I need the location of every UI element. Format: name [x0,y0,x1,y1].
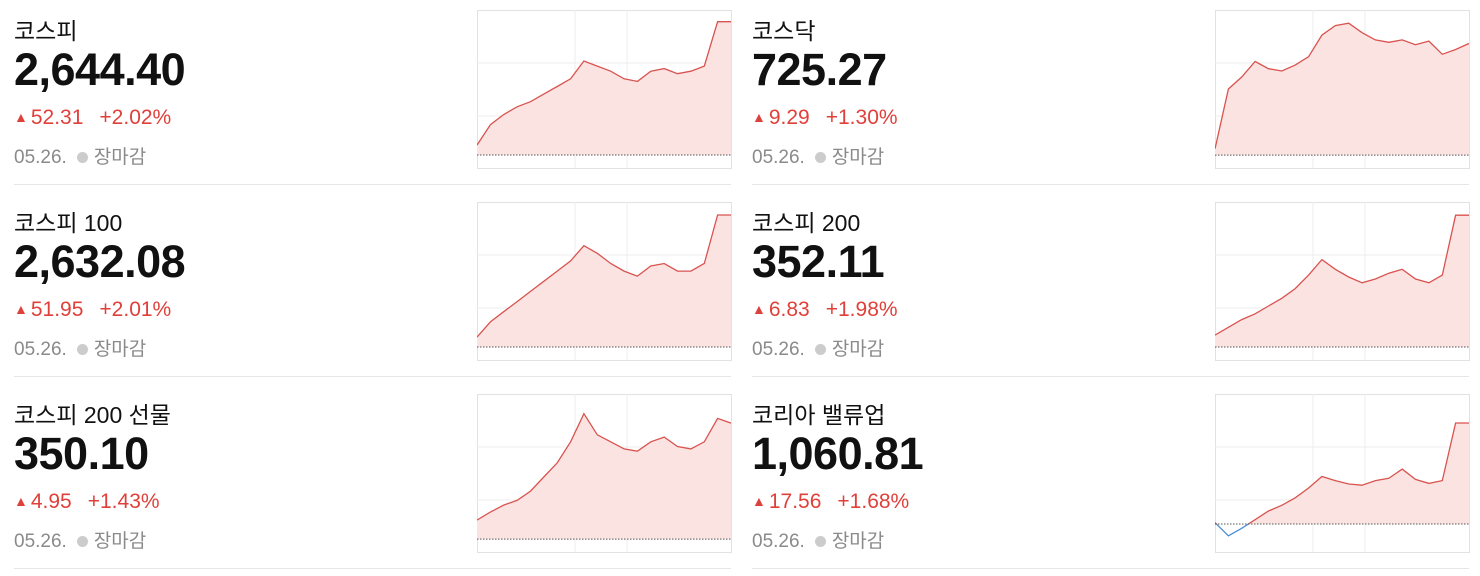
status-dot [76,344,88,355]
index-price: 350.10 [14,428,149,479]
meta-row: 05.26. 장마감 [752,334,884,361]
market-status: 장마감 [831,147,885,168]
change-row: ▲ 9.29 +1.30% [752,106,898,130]
area [477,215,731,347]
meta-row: 05.26. 장마감 [14,526,146,553]
price-line [1215,22,1469,149]
index-name: 코스피 100 [14,210,123,236]
chart-frame [1215,202,1470,361]
change-value: 51.95 [30,298,84,321]
price-line [477,412,731,521]
index-card: 코스피 2,644.40 ▲ 52.31 +2.02% 05.26. 장마감 [14,0,732,192]
separator [14,376,731,377]
status-dot [76,152,88,163]
up-arrow: ▲ [752,493,766,509]
status-dot [814,344,826,355]
index-card: 코스피 200 선물 350.10 ▲ 4.95 +1.43% 05.26. 장마감 [14,384,732,576]
status-dot [76,536,88,547]
chart-frame [1215,10,1470,169]
market-status: 장마감 [93,147,147,168]
date: 05.26. [752,339,805,360]
date: 05.26. [752,531,805,552]
index-price: 352.11 [752,236,885,287]
index-name: 코스닥 [752,18,816,44]
index-card: 코리아 밸류업 1,060.81 ▲ 17.56 +1.68% 05.26. 장마감 [752,384,1470,576]
up-arrow: ▲ [14,493,28,509]
change-row: ▲ 6.83 +1.98% [752,298,898,322]
up-arrow: ▲ [14,301,28,317]
status-dot [814,152,826,163]
meta-row: 05.26. 장마감 [14,334,146,361]
market-status: 장마감 [93,339,147,360]
separator [14,568,731,569]
change-row: ▲ 4.95 +1.43% [14,490,160,514]
market-status: 장마감 [831,531,885,552]
sparkline [1215,394,1470,553]
sparkline [1215,202,1470,361]
change-percent: +1.98% [825,298,898,321]
separator [752,568,1469,569]
up-arrow: ▲ [752,301,766,317]
status-dot [814,536,826,547]
change-value: 17.56 [768,490,822,513]
index-card: 코스닥 725.27 ▲ 9.29 +1.30% 05.26. 장마감 [752,0,1470,192]
change-row: ▲ 17.56 +1.68% [752,490,909,514]
market-status: 장마감 [831,339,885,360]
sparkline [477,202,732,361]
date: 05.26. [752,147,805,168]
sparkline [477,394,732,553]
meta-row: 05.26. 장마감 [14,142,146,169]
index-price: 2,632.08 [14,236,186,287]
date: 05.26. [14,147,67,168]
separator [752,184,1469,185]
date: 05.26. [14,531,67,552]
change-value: 4.95 [30,490,72,513]
separator [752,376,1469,377]
change-value: 52.31 [30,106,84,129]
change-percent: +2.01% [99,298,172,321]
area [1215,423,1469,524]
price-line [1215,422,1469,524]
area [477,413,731,540]
change-percent: +1.30% [825,106,898,129]
chart-frame [477,10,732,169]
index-price: 725.27 [752,44,887,95]
index-price: 2,644.40 [14,44,186,95]
change-percent: +1.68% [837,490,910,513]
meta-row: 05.26. 장마감 [752,142,884,169]
change-row: ▲ 52.31 +2.02% [14,106,171,130]
change-value: 6.83 [768,298,810,321]
index-card: 코스피 200 352.11 ▲ 6.83 +1.98% 05.26. 장마감 [752,192,1470,384]
area [1215,215,1469,348]
index-card: 코스피 100 2,632.08 ▲ 51.95 +2.01% 05.26. 장마감 [14,192,732,384]
change-value: 9.29 [768,106,810,129]
market-status: 장마감 [93,531,147,552]
chart-frame [477,202,732,361]
price-line [477,214,731,338]
up-arrow: ▲ [14,109,28,125]
index-name: 코스피 [14,18,78,44]
sparkline [1215,10,1470,169]
index-name: 코리아 밸류업 [752,402,886,428]
chart-frame [477,394,732,553]
index-name: 코스피 200 [752,210,861,236]
price-line [1215,214,1469,336]
sparkline [477,10,732,169]
chart-frame [1215,394,1470,553]
up-arrow: ▲ [752,109,766,125]
change-percent: +2.02% [99,106,172,129]
change-row: ▲ 51.95 +2.01% [14,298,171,322]
area [1215,23,1469,156]
index-price: 1,060.81 [752,428,924,479]
index-name: 코스피 200 선물 [14,402,171,428]
price-line [477,21,731,146]
area [477,21,731,156]
separator [14,184,731,185]
meta-row: 05.26. 장마감 [752,526,884,553]
date: 05.26. [14,339,67,360]
change-percent: +1.43% [87,490,160,513]
